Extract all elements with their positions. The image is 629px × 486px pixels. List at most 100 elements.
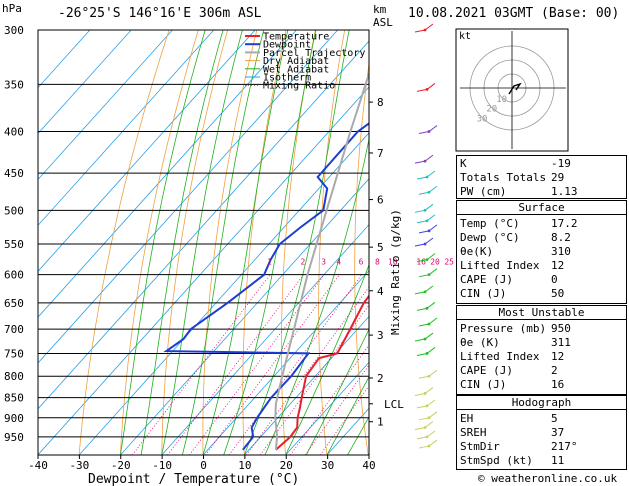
temperature-tick-label: -10 (152, 459, 172, 472)
most-unstable-row: CAPE (J) 2 (457, 364, 626, 377)
pressure-unit-label: hPa (2, 2, 22, 15)
legend-label: Dry Adiabat (263, 56, 329, 67)
wind-barb-dot (423, 159, 427, 163)
surface-table: Surface Temp (°C) 17.2 Dewp (°C) 8.2 θe(K) 31… (456, 200, 627, 304)
isotherm-line (244, 315, 369, 455)
hodograph-param-label: SREH (460, 426, 487, 439)
x-axis-title: Dewpoint / Temperature (°C) (88, 472, 299, 486)
hodograph-param-label: EH (460, 412, 474, 425)
isotherm-line (285, 361, 369, 455)
temperature-tick-label: 10 (238, 459, 251, 472)
dry-adiabat-line (78, 30, 170, 455)
wind-barb-dot (423, 426, 427, 429)
mixing-ratio-line (304, 364, 369, 455)
surface-row: CAPE (J) 0 (457, 273, 626, 286)
most-unstable-label: Lifted Index (460, 350, 540, 363)
isotherm-line (161, 224, 369, 455)
hodograph-param-value: 11 (551, 454, 565, 467)
wind-barb-dot (425, 258, 429, 262)
pressure-tick-label: 800 (4, 370, 24, 383)
wind-barb-flag (416, 405, 428, 409)
pressure-tick-label: 700 (4, 323, 24, 336)
wind-barb (428, 185, 438, 193)
isotherm-line (38, 30, 173, 181)
wind-barb-flag (418, 191, 430, 195)
copyright-text: © weatheronline.co.uk (478, 472, 617, 485)
wind-barb (426, 399, 436, 407)
temperature-tick-label: -40 (28, 459, 48, 472)
indices-table: K -19 Totals Totals 29 PW (cm) 1.13 (456, 155, 627, 199)
wet-adiabat-line (181, 30, 265, 455)
wind-barb-dot (427, 444, 431, 448)
km-tick-label: 8 (377, 96, 384, 109)
index-row: PW (cm) 1.13 (457, 185, 626, 198)
most-unstable-row: θe (K) 311 (457, 336, 626, 349)
wind-barb-flag (414, 160, 426, 164)
datetime-title: 10.08.2021 03GMT (Base: 00) (408, 6, 619, 21)
wind-barb-dot (425, 435, 429, 439)
mixing-ratio-axis-title: Mixing Ratio (g/kg) (389, 209, 402, 335)
wind-barb (424, 203, 434, 211)
pressure-tick-label: 600 (4, 269, 24, 282)
surface-value: 50 (551, 287, 565, 300)
wet-adiabat-line (264, 136, 369, 455)
most-unstable-row: Lifted Index 12 (457, 350, 626, 363)
wind-barb-dot (425, 352, 429, 355)
mixing-ratio-line (319, 385, 369, 455)
index-row: Totals Totals 29 (457, 171, 626, 184)
surface-value: 12 (551, 259, 565, 272)
wind-barb-flag (418, 445, 430, 449)
isotherm-line (120, 178, 369, 455)
mixing-ratio-line (131, 274, 271, 455)
wind-barb (428, 317, 438, 325)
wind-barb (428, 224, 438, 232)
most-unstable-row: CIN (J) 16 (457, 378, 626, 391)
most-unstable-label: θe (K) (460, 336, 500, 349)
km-tick-label: 2 (377, 372, 384, 385)
series-temperature (275, 294, 369, 451)
temperature-tick-label: 20 (280, 459, 293, 472)
wind-barb-dot (427, 322, 431, 326)
wind-barb (424, 23, 434, 31)
wind-barb (426, 347, 436, 354)
surface-row: CIN (J) 50 (457, 287, 626, 300)
hodograph-trace (508, 82, 522, 95)
hodograph-param-value: 217° (551, 440, 578, 453)
hodograph-param-row: SREH 37 (457, 426, 626, 439)
hodograph-param-value: 5 (551, 412, 558, 425)
wind-barb (424, 387, 434, 394)
wind-barb-flag (418, 323, 430, 327)
wind-barb (424, 421, 434, 428)
most-unstable-title: Most Unstable (457, 306, 626, 320)
wind-barb-flag (416, 307, 428, 311)
wind-barb-flag (416, 88, 428, 92)
surface-title: Surface (457, 201, 626, 215)
dry-adiabat-line (318, 30, 346, 455)
isotherm-line (38, 86, 369, 455)
surface-label: CIN (J) (460, 287, 507, 300)
surface-row: Lifted Index 12 (457, 259, 626, 272)
wind-barb-dot (423, 28, 427, 32)
mixing-ratio-label: 25 (444, 258, 454, 267)
most-unstable-value: 311 (551, 336, 571, 349)
wind-barb-dot (425, 175, 429, 179)
surface-label: Lifted Index (460, 259, 540, 272)
pressure-tick-label: 750 (4, 347, 24, 360)
pressure-tick-label: 500 (4, 204, 24, 217)
wind-barb (426, 301, 436, 309)
hodograph-unit-label: kt (459, 31, 471, 42)
pressure-tick-label: 950 (4, 431, 24, 444)
km-label: km (373, 3, 387, 16)
mixing-ratio-label: 2 (301, 258, 306, 267)
wind-barb-dot (427, 130, 431, 133)
km-tick-label: LCL (384, 398, 404, 411)
index-value: 1.13 (551, 185, 578, 198)
temperature-tick-label: 40 (362, 459, 375, 472)
surface-row: Temp (°C) 17.2 (457, 217, 626, 230)
mixing-ratio-label: 3 (321, 258, 326, 267)
pressure-tick-label: 350 (4, 78, 24, 91)
hodograph-param-row: EH 5 (457, 412, 626, 425)
index-value: 29 (551, 171, 565, 184)
